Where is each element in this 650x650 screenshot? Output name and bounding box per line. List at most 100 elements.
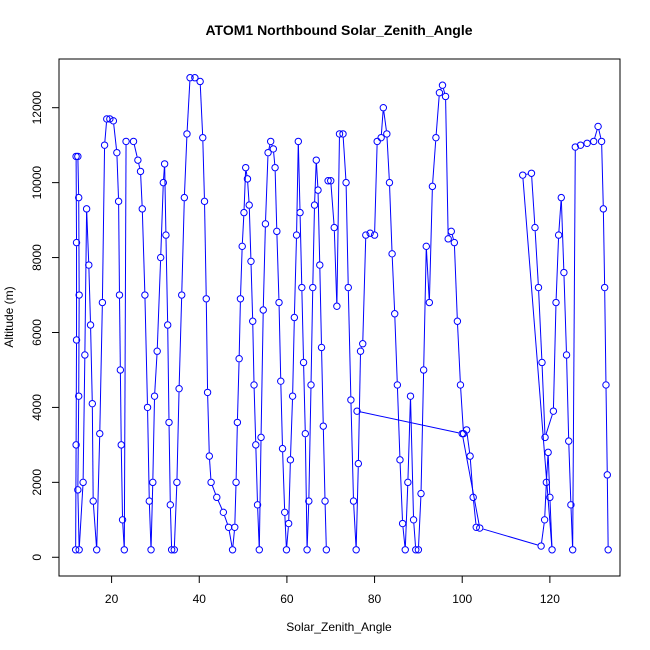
series-segment [473,500,477,524]
series-segment [207,396,210,453]
series-segment [544,485,547,517]
y-axis-label: Altitude (m) [2,286,16,347]
series-segment [293,238,297,314]
data-point [98,298,107,307]
series-segment [572,150,576,547]
series-segment [280,384,283,446]
data-point [150,392,159,400]
series-segment [604,291,607,382]
data-point [253,501,262,509]
data-point [232,478,240,487]
data-point [75,546,83,554]
data-point [342,178,350,187]
series-segment [274,171,278,228]
series-segment [560,201,565,269]
series-segment [234,485,237,524]
data-point [391,310,399,318]
series-segment [248,208,252,258]
series-segment [183,137,188,195]
series-segment [86,212,90,262]
series-segment [150,485,154,547]
data-point [347,396,355,404]
data-point [339,130,347,138]
data-point [71,546,80,554]
data-point [250,381,258,389]
series-segment [546,455,549,479]
data-point [138,205,146,213]
series-segment [362,238,367,341]
data-point [72,238,81,247]
series-segment [262,227,266,307]
data-point [85,261,93,269]
series-segment [425,249,430,299]
data-point [571,143,579,151]
series-segment [101,148,106,299]
data-point [307,381,315,389]
series-segment [217,500,223,510]
data-point [186,74,194,82]
series-segment [418,497,422,547]
series-segment [116,156,119,198]
series-segment [396,388,401,457]
series-segment [204,204,207,296]
data-point [560,268,568,277]
x-tick-label: 80 [368,592,382,606]
data-point [401,546,409,554]
series-segment [330,184,335,225]
data-point [243,175,252,183]
series-segment [176,392,180,479]
data-point [317,343,326,352]
data-point [527,169,536,177]
y-tick-label: 0 [30,554,44,561]
series-segment [211,485,216,495]
data-point [324,177,332,185]
data-point [428,182,437,191]
data-point [247,257,255,266]
data-point [335,130,344,138]
data-point [233,418,242,427]
series-segment [199,85,204,135]
series-segment [141,212,146,292]
data-point [438,81,447,89]
series-segment [147,411,150,498]
series-segment [240,249,243,296]
data-point [240,208,248,217]
data-point [219,508,228,517]
data-point [282,546,291,554]
data-point [261,220,270,228]
series-3 [353,122,612,554]
data-point [167,546,176,554]
data-point [385,178,394,187]
series-segment [245,171,248,176]
series-segment [260,313,264,434]
data-point [538,358,546,367]
data-point [117,441,125,449]
series-segment [154,354,158,393]
data-point [147,546,155,554]
data-point [319,422,327,430]
data-point [159,178,168,187]
data-point [231,523,239,531]
series-segment [167,328,170,419]
series-segment [235,425,238,479]
data-point [298,283,306,292]
series-segment [92,504,97,547]
data-point [568,546,577,554]
data-point [242,163,250,172]
data-point [203,388,212,397]
data-point [576,141,585,149]
series-segment [442,88,446,94]
y-axis: 0 2000 4000 6000 8000 10000 12000 [30,91,60,561]
data-point [531,223,539,232]
data-point [299,358,308,367]
data-point [450,238,459,247]
data-point [393,381,402,389]
data-point [199,133,207,142]
series-segment [77,493,80,547]
series-segment [531,176,536,225]
data-point [136,167,145,176]
data-point [353,407,361,415]
series-segment [140,174,143,206]
series-2 [324,81,480,554]
series-segment [104,122,107,142]
